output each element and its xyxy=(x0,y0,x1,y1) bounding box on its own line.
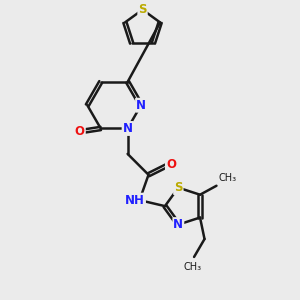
Text: O: O xyxy=(166,158,176,171)
Text: N: N xyxy=(173,218,183,231)
Text: CH₃: CH₃ xyxy=(219,173,237,183)
Text: N: N xyxy=(136,99,146,112)
Text: CH₃: CH₃ xyxy=(184,262,202,272)
Text: NH: NH xyxy=(125,194,145,207)
Text: S: S xyxy=(138,3,147,16)
Text: O: O xyxy=(75,125,85,138)
Text: S: S xyxy=(174,181,183,194)
Text: N: N xyxy=(123,122,133,135)
